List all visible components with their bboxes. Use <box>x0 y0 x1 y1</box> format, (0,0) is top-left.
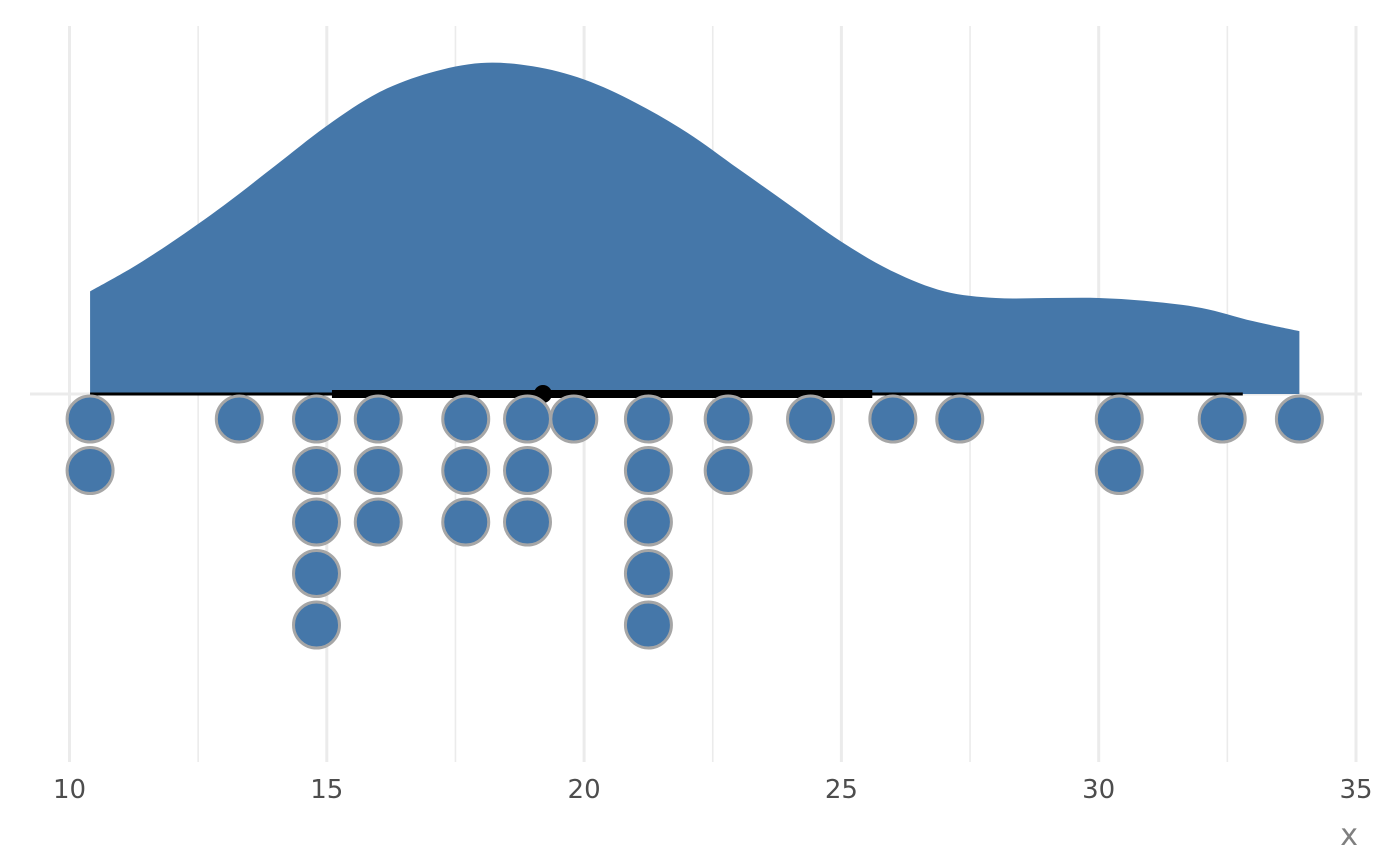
x-tick-label: 10 <box>53 775 86 805</box>
x-tick-label: 30 <box>1082 775 1115 805</box>
data-dot <box>502 394 552 444</box>
data-dot <box>786 394 836 444</box>
data-dot <box>65 446 115 495</box>
data-dot <box>441 446 491 495</box>
data-dot <box>623 549 673 598</box>
x-tick-labels: 10 15 20 25 30 35 <box>53 775 1373 805</box>
data-dot <box>65 394 115 444</box>
data-dot <box>292 549 342 598</box>
data-dot <box>292 600 342 650</box>
x-tick-label: 20 <box>568 775 601 805</box>
data-dot <box>623 600 673 650</box>
data-dot <box>353 446 403 495</box>
data-dot <box>703 394 753 444</box>
data-dot <box>703 446 753 495</box>
data-dot <box>292 497 342 547</box>
x-tick-label: 25 <box>825 775 858 805</box>
x-axis-title: x <box>1340 818 1358 853</box>
density-area-group <box>90 62 1300 394</box>
data-dot <box>549 394 599 444</box>
data-dot <box>935 394 985 444</box>
data-dot <box>623 497 673 547</box>
interval-group <box>90 385 1243 403</box>
data-dot <box>441 497 491 547</box>
data-dot <box>502 446 552 495</box>
data-dot <box>502 497 552 547</box>
x-tick-label: 35 <box>1339 775 1372 805</box>
data-dot <box>353 497 403 547</box>
data-dot <box>868 394 918 444</box>
data-dot <box>623 446 673 495</box>
x-tick-label: 15 <box>310 775 343 805</box>
dots-group <box>65 394 1324 650</box>
data-dot <box>441 394 491 444</box>
data-dot <box>292 394 342 444</box>
data-dot <box>1094 394 1144 444</box>
data-dot <box>1197 394 1247 444</box>
data-dot <box>353 394 403 444</box>
density-area <box>90 62 1300 394</box>
data-dot <box>292 446 342 495</box>
data-dot <box>623 394 673 444</box>
data-dot <box>1094 446 1144 495</box>
data-dot <box>214 394 264 444</box>
data-dot <box>1274 394 1324 444</box>
